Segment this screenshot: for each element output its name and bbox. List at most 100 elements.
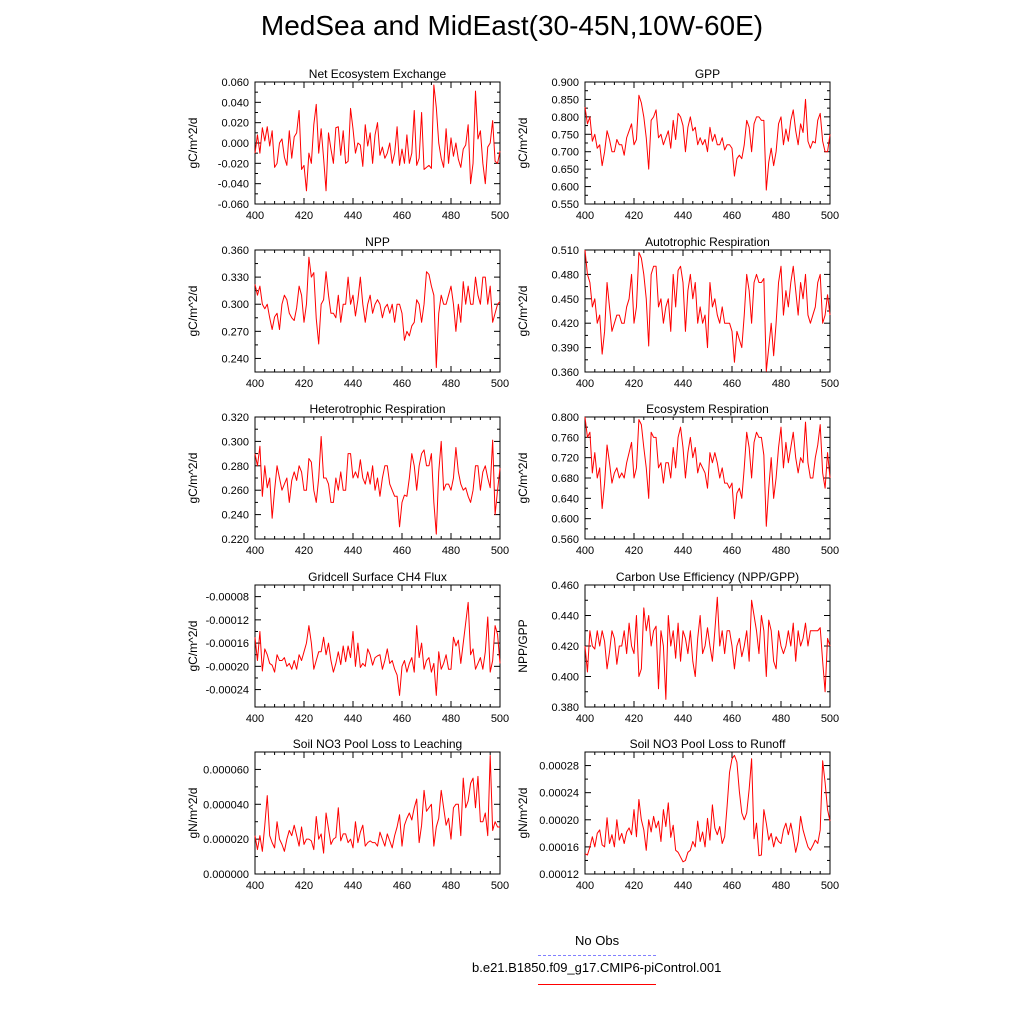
plot-frame-3 — [254, 249, 501, 373]
chart-title-8: Carbon Use Efficiency (NPP/GPP) — [616, 570, 799, 584]
chart-title-7: Gridcell Surface CH4 Flux — [308, 570, 447, 584]
y-tick-label-8: 0.440 — [551, 611, 579, 623]
y-tick-label-3: 0.240 — [221, 353, 249, 365]
y-tick-label-9: 0.000020 — [203, 834, 249, 846]
y-tick-label-2: 0.550 — [551, 199, 579, 211]
x-tick-label-10: 400 — [576, 880, 594, 892]
y-tick-label-1: 0.060 — [221, 77, 249, 89]
y-tick-label-8: 0.380 — [551, 702, 579, 714]
y-tick-label-5: 0.220 — [221, 534, 249, 546]
y-tick-label-1: -0.040 — [218, 179, 249, 191]
x-tick-label-9: 480 — [442, 880, 460, 892]
x-tick-label-3: 440 — [344, 378, 362, 390]
legend-label-model-run: b.e21.B1850.f09_g17.CMIP6-piControl.001 — [472, 960, 722, 975]
x-tick-label-6: 500 — [821, 545, 839, 557]
chart-title-5: Heterotrophic Respiration — [309, 402, 445, 416]
y-tick-label-8: 0.420 — [551, 641, 579, 653]
x-tick-label-3: 420 — [295, 378, 313, 390]
x-tick-label-6: 420 — [625, 545, 643, 557]
y-tick-label-3: 0.270 — [221, 326, 249, 338]
y-tick-label-8: 0.460 — [551, 580, 579, 592]
y-tick-label-10: 0.00020 — [539, 815, 579, 827]
y-axis-label-9: gN/m^2/d — [186, 788, 200, 839]
x-tick-label-2: 500 — [821, 210, 839, 222]
plot-frame-9 — [254, 751, 501, 875]
x-tick-label-2: 460 — [723, 210, 741, 222]
y-tick-label-3: 0.360 — [221, 245, 249, 257]
x-tick-label-5: 400 — [246, 545, 264, 557]
chart-title-9: Soil NO3 Pool Loss to Leaching — [293, 737, 462, 751]
series-line-9 — [254, 754, 500, 854]
x-tick-label-3: 400 — [246, 378, 264, 390]
legend-line-model-run — [538, 984, 656, 985]
y-tick-label-9: 0.000000 — [203, 869, 249, 881]
chart-title-6: Ecosystem Respiration — [646, 402, 769, 416]
plot-frame-10 — [584, 751, 831, 875]
y-axis-label-2: gC/m^2/d — [516, 118, 530, 169]
y-tick-label-6: 0.600 — [551, 514, 579, 526]
series-line-3 — [254, 256, 501, 368]
y-tick-label-4: 0.480 — [551, 269, 579, 281]
page-title: MedSea and MidEast(30-45N,10W-60E) — [260, 10, 764, 41]
x-tick-label-4: 500 — [821, 378, 839, 390]
y-tick-label-6: 0.800 — [551, 412, 579, 424]
y-tick-label-1: 0.000 — [221, 138, 249, 150]
x-tick-label-1: 420 — [295, 210, 313, 222]
y-tick-label-2: 0.650 — [551, 164, 579, 176]
y-tick-label-6: 0.640 — [551, 493, 579, 505]
x-tick-label-4: 480 — [772, 378, 790, 390]
x-tick-label-7: 500 — [491, 713, 509, 725]
x-tick-label-10: 500 — [821, 880, 839, 892]
y-tick-label-7: -0.00016 — [206, 638, 249, 650]
plot-frame-1 — [254, 81, 501, 205]
y-axis-label-10: gN/m^2/d — [516, 788, 530, 839]
y-tick-label-5: 0.260 — [221, 485, 249, 497]
y-tick-label-5: 0.320 — [221, 412, 249, 424]
y-tick-label-10: 0.00028 — [539, 761, 579, 773]
x-tick-label-9: 400 — [246, 880, 264, 892]
y-tick-label-6: 0.720 — [551, 453, 579, 465]
x-tick-label-10: 480 — [772, 880, 790, 892]
x-tick-label-7: 400 — [246, 713, 264, 725]
y-tick-label-6: 0.680 — [551, 473, 579, 485]
chart-title-2: GPP — [695, 67, 720, 81]
chart-title-10: Soil NO3 Pool Loss to Runoff — [630, 737, 787, 751]
y-tick-label-5: 0.280 — [221, 461, 249, 473]
series-line-10 — [584, 754, 831, 863]
y-tick-label-2: 0.800 — [551, 112, 579, 124]
y-tick-label-7: -0.00024 — [206, 685, 249, 697]
y-tick-label-10: 0.00012 — [539, 869, 579, 881]
chart-title-1: Net Ecosystem Exchange — [309, 67, 447, 81]
x-tick-label-1: 400 — [246, 210, 264, 222]
y-tick-label-5: 0.300 — [221, 436, 249, 448]
y-axis-label-8: NPP/GPP — [516, 619, 530, 672]
x-tick-label-4: 400 — [576, 378, 594, 390]
y-axis-label-6: gC/m^2/d — [516, 453, 530, 504]
x-tick-label-5: 440 — [344, 545, 362, 557]
x-tick-label-6: 440 — [674, 545, 692, 557]
x-tick-label-1: 480 — [442, 210, 460, 222]
x-tick-label-5: 480 — [442, 545, 460, 557]
x-tick-label-7: 460 — [393, 713, 411, 725]
series-line-2 — [584, 94, 831, 191]
x-tick-label-5: 500 — [491, 545, 509, 557]
y-tick-label-4: 0.390 — [551, 343, 579, 355]
x-tick-label-8: 440 — [674, 713, 692, 725]
y-tick-label-4: 0.510 — [551, 245, 579, 257]
y-tick-label-7: -0.00008 — [206, 592, 249, 604]
y-tick-label-2: 0.850 — [551, 94, 579, 106]
x-tick-label-9: 420 — [295, 880, 313, 892]
y-tick-label-7: -0.00020 — [206, 661, 249, 673]
x-tick-label-8: 460 — [723, 713, 741, 725]
y-tick-label-9: 0.000040 — [203, 799, 249, 811]
legend-line-no-obs — [538, 955, 656, 956]
x-tick-label-3: 460 — [393, 378, 411, 390]
y-axis-label-1: gC/m^2/d — [186, 118, 200, 169]
y-tick-label-1: -0.020 — [218, 158, 249, 170]
y-tick-label-2: 0.600 — [551, 182, 579, 194]
x-tick-label-2: 420 — [625, 210, 643, 222]
x-tick-label-8: 500 — [821, 713, 839, 725]
y-tick-label-3: 0.330 — [221, 272, 249, 284]
y-tick-label-5: 0.240 — [221, 510, 249, 522]
x-tick-label-6: 480 — [772, 545, 790, 557]
